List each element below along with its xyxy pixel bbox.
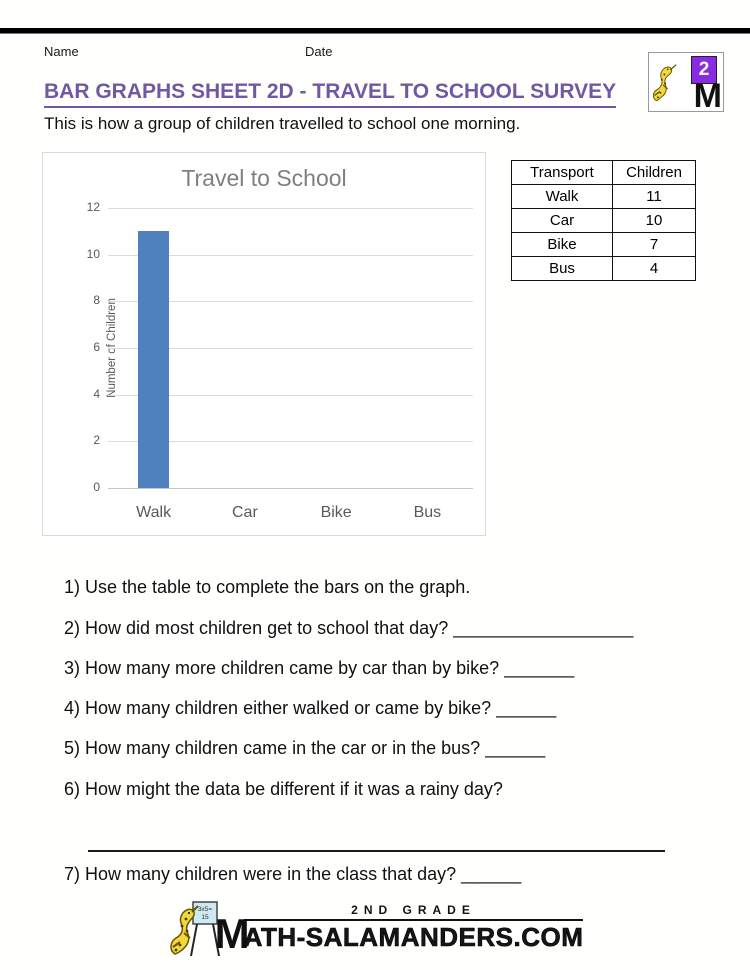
table-cell: 4 bbox=[612, 256, 696, 281]
table-row: Walk 11 bbox=[511, 184, 696, 209]
gridline bbox=[108, 301, 473, 303]
y-tick-label: 12 bbox=[86, 200, 100, 214]
date-label: Date bbox=[305, 44, 333, 59]
x-category-label: Bus bbox=[413, 504, 442, 521]
plot-area: Number of Children 0 2 4 6 8 10 12 Walk Car Bike B… bbox=[87, 200, 473, 521]
question-2: 2) How did most children get to school t… bbox=[64, 618, 634, 638]
question-7: 7) How many children were in the class t… bbox=[64, 864, 522, 884]
question-4: 4) How many children either walked or ca… bbox=[64, 698, 557, 718]
table-cell: 7 bbox=[612, 232, 696, 257]
page-title: BAR GRAPHS SHEET 2D - TRAVEL TO SCHOOL S… bbox=[44, 80, 617, 108]
table-header-transport: Transport bbox=[511, 160, 613, 185]
x-category-label: Walk bbox=[136, 504, 172, 521]
y-tick-label: 4 bbox=[93, 386, 100, 401]
gridline bbox=[108, 348, 473, 349]
footer-brand-text: ATH-SALAMANDERS.COM bbox=[243, 922, 584, 953]
chart-title: Travel to School bbox=[181, 165, 347, 191]
footer-sign-line2: 15 bbox=[201, 914, 209, 921]
table-cell: Car bbox=[511, 208, 613, 233]
table-cell: Bike bbox=[511, 232, 613, 257]
footer-brand: 3x5= 15 M 2ND GRADE ATH-SALAMANDERS.COM bbox=[0, 900, 750, 960]
y-tick-label: 6 bbox=[93, 340, 100, 354]
salamander-icon bbox=[652, 64, 677, 102]
table-header-children: Children bbox=[612, 160, 696, 185]
footer-sign-line1: 3x5= bbox=[197, 906, 211, 913]
answer-line-q6 bbox=[88, 850, 665, 852]
gridline bbox=[108, 254, 473, 256]
gridline bbox=[108, 208, 473, 209]
gridline bbox=[108, 488, 473, 489]
gridline bbox=[108, 441, 473, 443]
table-row: Bus 4 bbox=[511, 256, 696, 281]
table-row: Bike 7 bbox=[511, 232, 696, 257]
logo-m-letter: M bbox=[693, 77, 722, 115]
table-cell: Walk bbox=[511, 184, 613, 209]
table-row: Car 10 bbox=[511, 208, 696, 233]
top-divider bbox=[0, 28, 750, 34]
data-table: Transport Children Walk 11 Car 10 Bike 7 Bus 4 bbox=[511, 160, 696, 281]
footer-m-letter: M bbox=[214, 910, 250, 957]
x-category-label: Bike bbox=[320, 504, 352, 521]
y-tick-label: 0 bbox=[93, 480, 100, 494]
y-tick-label: 2 bbox=[93, 433, 100, 448]
question-1: 1) Use the table to complete the bars on… bbox=[64, 577, 471, 597]
table-cell: 11 bbox=[612, 184, 696, 209]
question-5: 5) How many children came in the car or … bbox=[64, 738, 546, 758]
bar-walk bbox=[138, 231, 170, 488]
name-label: Name bbox=[44, 44, 79, 59]
x-category-label: Car bbox=[231, 504, 258, 521]
table-header-row: Transport Children bbox=[511, 160, 696, 185]
table-cell: Bus bbox=[511, 256, 613, 281]
footer-salamander-icon: 3x5= 15 bbox=[169, 901, 220, 957]
question-6: 6) How might the data be different if it… bbox=[64, 779, 503, 799]
data-table-body: Walk 11 Car 10 Bike 7 Bus 4 bbox=[511, 184, 696, 281]
question-3: 3) How many more children came by car th… bbox=[64, 658, 575, 678]
gridline bbox=[108, 394, 473, 396]
y-tick-label: 10 bbox=[86, 246, 100, 261]
site-logo: 2 M bbox=[648, 52, 724, 115]
page-subtitle: This is how a group of children travelle… bbox=[44, 114, 521, 133]
footer-grade-label: 2ND GRADE bbox=[243, 900, 584, 921]
table-cell: 10 bbox=[612, 208, 696, 233]
y-tick-label: 8 bbox=[93, 293, 100, 308]
grade-badge: 2 bbox=[691, 56, 717, 84]
